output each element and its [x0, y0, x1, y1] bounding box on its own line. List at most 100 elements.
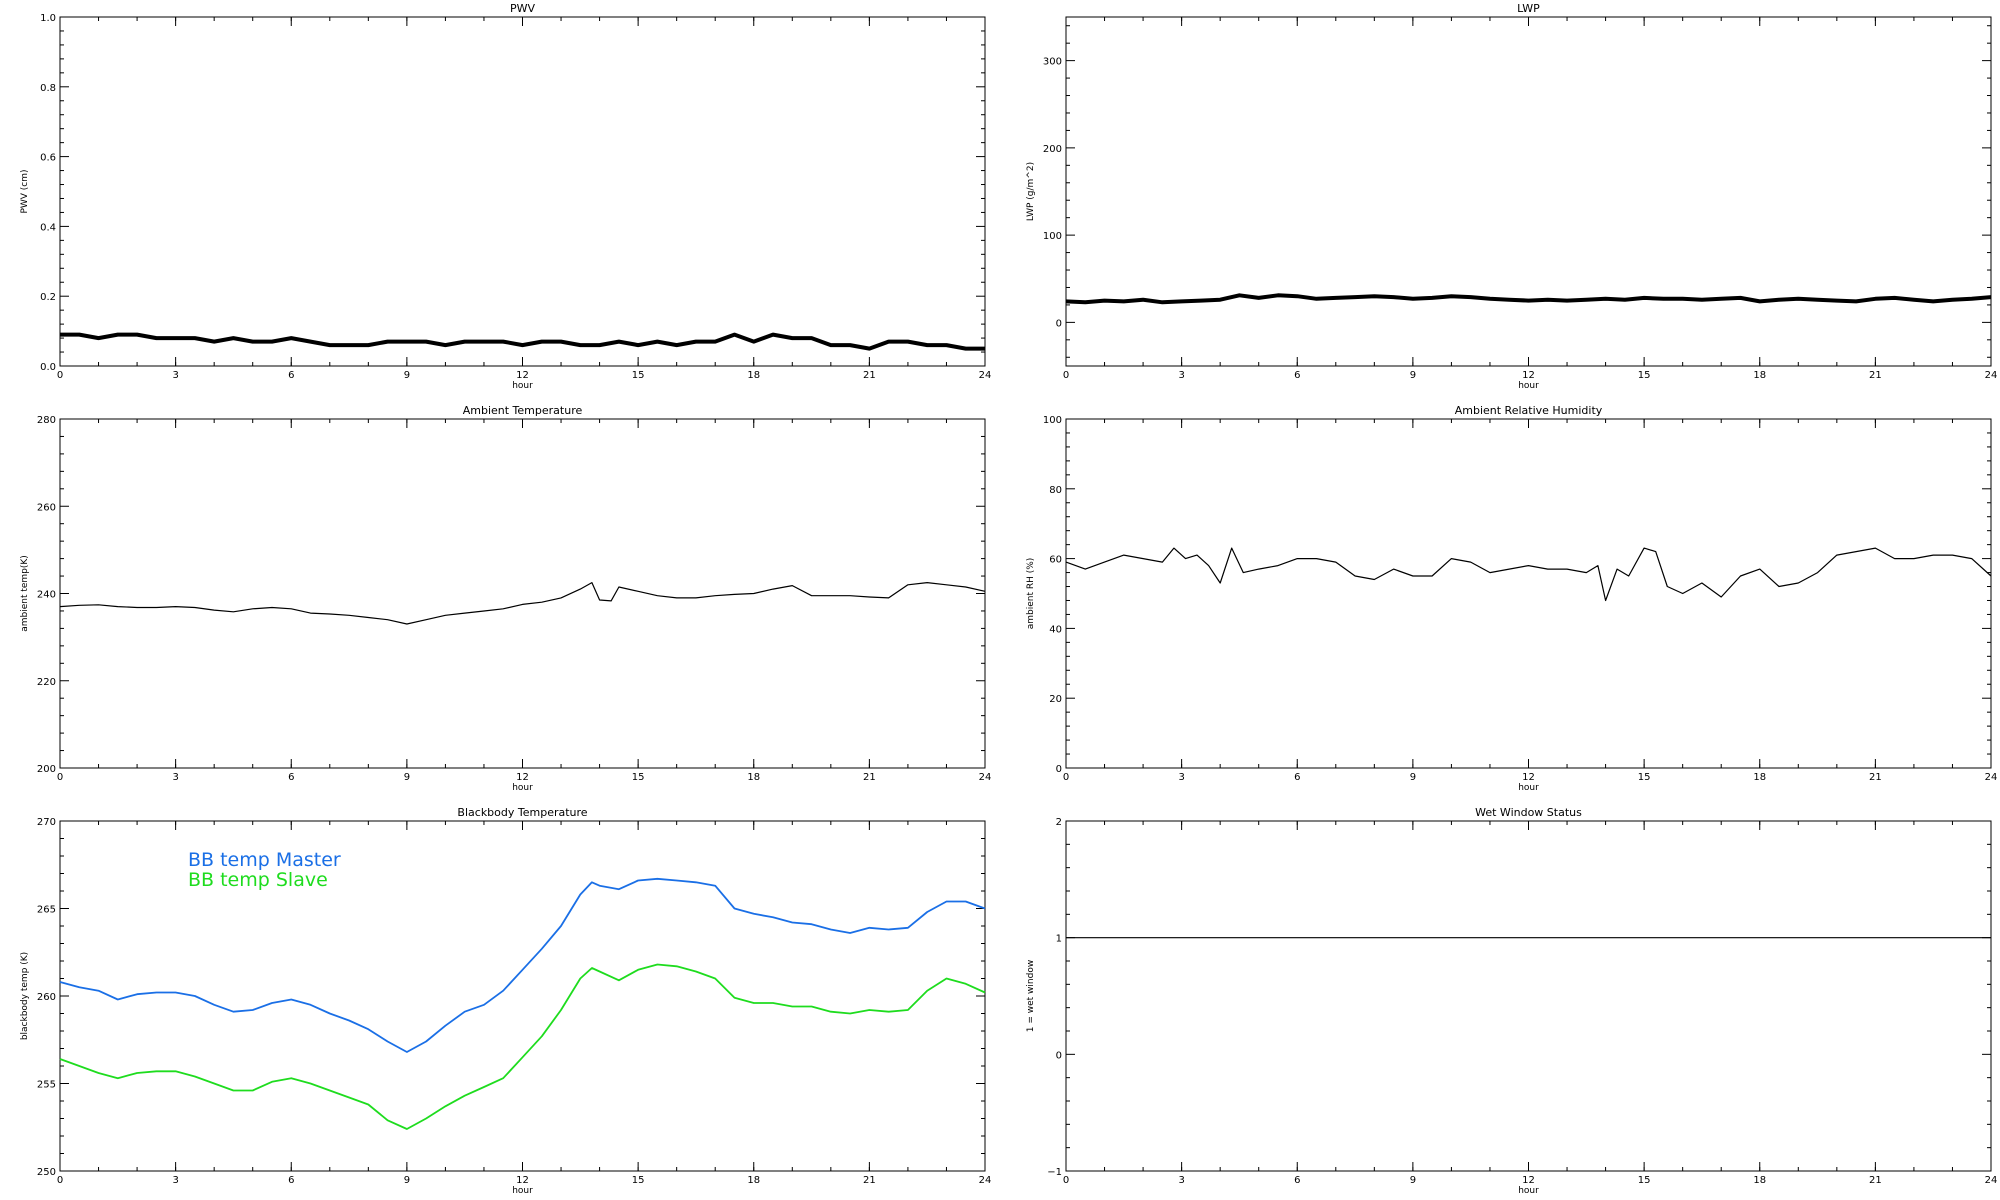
x-tick-label: 24 [1985, 772, 1998, 783]
x-tick-label: 21 [1869, 1175, 1882, 1186]
y-axis-label: ambient temp(K) [20, 555, 30, 632]
y-tick-label: 0.8 [40, 83, 56, 94]
x-tick-label: 3 [1178, 1175, 1184, 1186]
x-tick-label: 3 [172, 772, 178, 783]
y-tick-label: 100 [1043, 415, 1062, 426]
x-tick-label: 0 [57, 772, 63, 783]
y-tick-label: 0 [1056, 764, 1062, 775]
chart-panel-5: Blackbody Temperature 0 3 6 9 12 15 18 21 24 hour 2… [20, 806, 991, 1196]
x-axis-label: hour [512, 1186, 533, 1196]
y-tick-label: 200 [37, 764, 56, 775]
x-tick-label: 15 [632, 370, 645, 381]
y-tick-label: 270 [37, 817, 56, 828]
y-tick-label: 260 [37, 502, 56, 513]
x-tick-label: 3 [1178, 370, 1184, 381]
chart-title: Ambient Relative Humidity [1455, 404, 1603, 417]
chart-panel-4: Ambient Relative Humidity 0 3 6 9 12 15 18 21 24 h… [1026, 404, 1997, 793]
x-axis-label: hour [512, 381, 533, 391]
series-line-1 [1065, 293, 1992, 305]
x-axis-label: hour [1518, 1186, 1539, 1196]
plot-frame [59, 16, 986, 367]
x-tick-label: 9 [1410, 1175, 1416, 1186]
x-tick-label: 9 [1410, 772, 1416, 783]
y-tick-label: 280 [37, 415, 56, 426]
x-tick-label: 24 [1985, 1175, 1998, 1186]
y-tick-label: 255 [37, 1080, 56, 1091]
x-tick-label: 15 [1638, 1175, 1651, 1186]
y-tick-label: 220 [37, 677, 56, 688]
x-tick-label: 6 [1294, 1175, 1300, 1186]
series-line-1 [59, 877, 986, 1053]
x-tick-label: 18 [747, 370, 760, 381]
chart-title: Ambient Temperature [463, 404, 583, 417]
x-tick-label: 6 [1294, 370, 1300, 381]
x-tick-label: 6 [288, 772, 294, 783]
x-axis-label: hour [512, 783, 533, 793]
x-tick-label: 0 [1063, 370, 1069, 381]
x-tick-label: 0 [1063, 1175, 1069, 1186]
x-tick-label: 12 [1522, 370, 1535, 381]
x-tick-label: 15 [632, 1175, 645, 1186]
y-tick-label: 250 [37, 1167, 56, 1178]
x-tick-label: 18 [1753, 1175, 1766, 1186]
y-tick-label: 1 [1056, 934, 1062, 945]
plot-frame [59, 418, 986, 769]
y-axis-label: PWV (cm) [20, 169, 30, 213]
x-tick-label: 18 [1753, 772, 1766, 783]
x-tick-label: 24 [979, 370, 992, 381]
x-tick-label: 12 [1522, 772, 1535, 783]
y-tick-label: 0.0 [40, 362, 56, 373]
y-tick-label: 60 [1049, 555, 1062, 566]
x-tick-label: 21 [1869, 370, 1882, 381]
x-tick-label: 6 [288, 370, 294, 381]
y-tick-label: 300 [1043, 57, 1062, 68]
x-tick-label: 9 [404, 370, 410, 381]
plot-frame [1065, 418, 1992, 769]
legend-entry: BB temp Slave [188, 869, 328, 891]
chart-title: PWV [510, 2, 536, 15]
y-tick-label: 40 [1049, 624, 1062, 635]
x-tick-label: 9 [404, 1175, 410, 1186]
x-tick-label: 0 [57, 370, 63, 381]
chart-panel-1: PWV 0 3 6 9 12 15 18 21 24 hour 0.0 0.2 0.4 0.6 0.8 1.0 P… [20, 2, 991, 391]
series-line-2 [59, 963, 986, 1130]
x-tick-label: 12 [1522, 1175, 1535, 1186]
x-tick-label: 0 [57, 1175, 63, 1186]
y-tick-label: 240 [37, 590, 56, 601]
y-tick-label: 80 [1049, 485, 1062, 496]
x-tick-label: 15 [632, 772, 645, 783]
x-tick-label: 9 [404, 772, 410, 783]
x-tick-label: 9 [1410, 370, 1416, 381]
y-tick-label: 0.4 [40, 222, 56, 233]
x-tick-label: 12 [516, 1175, 529, 1186]
series-line-1 [1065, 547, 1992, 602]
x-tick-label: 24 [979, 1175, 992, 1186]
y-tick-label: 0 [1056, 1050, 1062, 1061]
x-tick-label: 3 [172, 370, 178, 381]
y-tick-label: 260 [37, 992, 56, 1003]
x-tick-label: 18 [747, 1175, 760, 1186]
x-tick-label: 21 [863, 370, 876, 381]
y-tick-label: 0.6 [40, 153, 56, 164]
chart-title: Wet Window Status [1475, 806, 1582, 819]
x-axis-label: hour [1518, 783, 1539, 793]
x-tick-label: 21 [1869, 772, 1882, 783]
y-axis-label: blackbody temp (K) [20, 952, 30, 1040]
y-tick-label: 0 [1056, 318, 1062, 329]
series-line-1 [60, 332, 985, 351]
x-tick-label: 6 [1294, 772, 1300, 783]
y-axis-label: 1 = wet window [1026, 960, 1036, 1032]
y-tick-label: 200 [1043, 144, 1062, 155]
y-tick-label: 1.0 [40, 13, 56, 24]
x-tick-label: 3 [172, 1175, 178, 1186]
legend-entry: BB temp Master [188, 849, 341, 871]
y-axis-label: LWP (g/m^2) [1026, 162, 1036, 221]
x-tick-label: 24 [1985, 370, 1998, 381]
y-tick-label: 20 [1049, 694, 1062, 705]
x-tick-label: 18 [747, 772, 760, 783]
x-axis-label: hour [1518, 381, 1539, 391]
y-tick-label: 100 [1043, 231, 1062, 242]
series-line-1 [59, 581, 986, 625]
x-tick-label: 21 [863, 1175, 876, 1186]
